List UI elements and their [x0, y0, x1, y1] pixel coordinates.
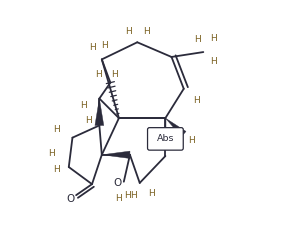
Text: H: H — [130, 191, 137, 200]
Text: H: H — [193, 96, 200, 106]
Text: H: H — [53, 165, 60, 174]
Text: H: H — [210, 57, 216, 66]
Text: H: H — [89, 43, 95, 52]
Text: O: O — [67, 194, 75, 204]
FancyBboxPatch shape — [147, 128, 183, 150]
Text: Abs: Abs — [157, 134, 174, 143]
Polygon shape — [95, 99, 104, 125]
Text: H: H — [111, 70, 118, 78]
Text: H: H — [194, 35, 201, 44]
Text: H: H — [48, 149, 55, 158]
Text: H: H — [53, 125, 60, 134]
Text: H: H — [124, 191, 131, 200]
Text: H: H — [188, 136, 194, 145]
Text: O: O — [114, 178, 122, 188]
Text: H: H — [101, 41, 108, 50]
Text: H: H — [80, 101, 87, 110]
Text: H: H — [149, 189, 155, 199]
Text: H: H — [95, 70, 102, 78]
Text: H: H — [210, 34, 216, 43]
Text: H: H — [115, 194, 122, 203]
Text: H: H — [85, 116, 92, 125]
Text: H: H — [143, 27, 150, 36]
Text: H: H — [125, 27, 132, 36]
Polygon shape — [165, 118, 186, 137]
Polygon shape — [102, 151, 130, 158]
